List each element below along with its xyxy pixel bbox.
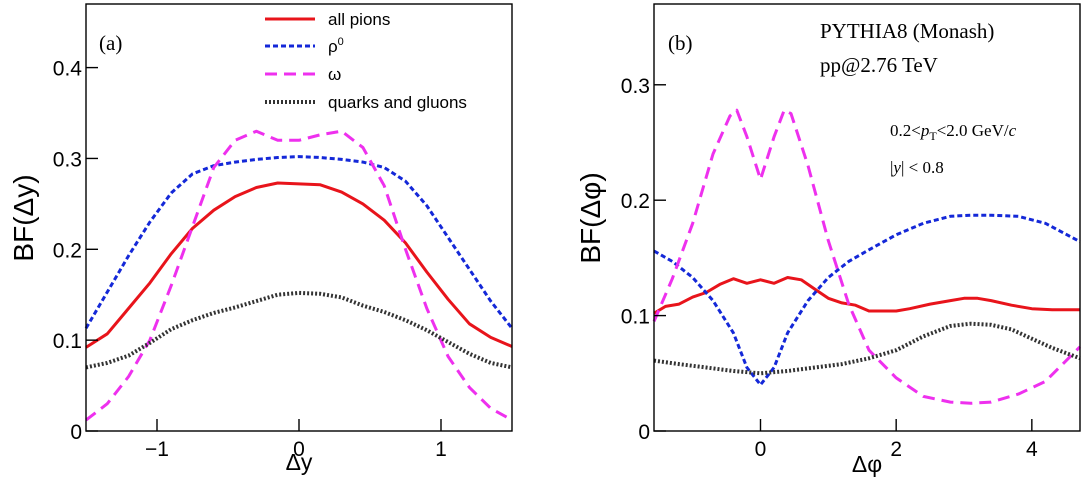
panel-a-x-axis-label: Δy	[286, 449, 313, 475]
panel-b-chart: 0 2 4 0 0.1 0.2 0.3 (b) Δφ BF(Δφ) PYTHIA8 (Mon…	[575, 3, 1082, 477]
panel-b-y-axis-label: BF(Δφ)	[575, 172, 606, 263]
panel-b-axis-ticks: 0 2 4 0 0.1 0.2 0.3	[621, 75, 1038, 461]
legend-label-omega: ω	[328, 65, 341, 84]
panel-a-y-tick-label: 0.2	[53, 239, 82, 262]
panel-b-y-tick-label: 0	[638, 421, 650, 444]
panel-a-x-tick-label: 1	[435, 438, 447, 461]
panel-b-frame	[653, 3, 1081, 432]
panel-b-y-tick-label: 0.3	[621, 75, 650, 98]
panel-b-series-all-pions	[653, 276, 1080, 315]
panel-a-series-rho0	[84, 155, 514, 330]
panel-a-series-layer	[84, 129, 514, 422]
panel-a-x-tick-label: 0	[293, 438, 305, 461]
panel-a-y-axis-label: BF(Δy)	[8, 174, 39, 261]
panel-a-series-quarks-and-gluons	[85, 290, 513, 370]
panel-a-y-tick-label: 0.4	[53, 58, 83, 81]
panel-b-x-tick-label: 2	[890, 438, 902, 461]
panel-b-y-tick-label: 0.2	[621, 190, 650, 213]
annotation-collision-system: pp@2.76 TeV	[820, 53, 938, 77]
panel-a-series-series	[85, 129, 513, 422]
panel-b-series-layer	[652, 108, 1082, 405]
panel-b-y-tick-label: 0.1	[621, 306, 650, 329]
panel-a-y-tick-label: 0.1	[53, 330, 82, 353]
panel-a-label: (a)	[99, 31, 122, 55]
panel-b-x-tick-label: 4	[1026, 438, 1038, 461]
panel-a-y-tick-label: 0	[70, 421, 82, 444]
panel-a-y-tick-label: 0.3	[53, 148, 82, 171]
panel-a-series-all-pions	[85, 181, 513, 349]
panel-a-x-tick-label: −1	[145, 438, 169, 461]
annotation-generator: PYTHIA8 (Monash)	[820, 19, 994, 43]
panel-a-axis-ticks: −1 0 1 0 0.1 0.2 0.3 0.4	[53, 58, 447, 461]
panel-b-label: (b)	[668, 31, 693, 55]
annotation-rapidity-cut: |y| < 0.8	[890, 158, 944, 177]
legend-label-all-pions: all pions	[328, 10, 390, 29]
panel-b-x-tick-label: 0	[755, 438, 767, 461]
annotation-pt-range: 0.2<pT<2.0 GeV/c	[890, 121, 1017, 143]
panel-b-x-axis-label: Δφ	[852, 451, 882, 477]
legend-label-quarks-and-gluons: quarks and gluons	[328, 93, 467, 112]
panel-b-series-rho0	[653, 213, 1081, 387]
